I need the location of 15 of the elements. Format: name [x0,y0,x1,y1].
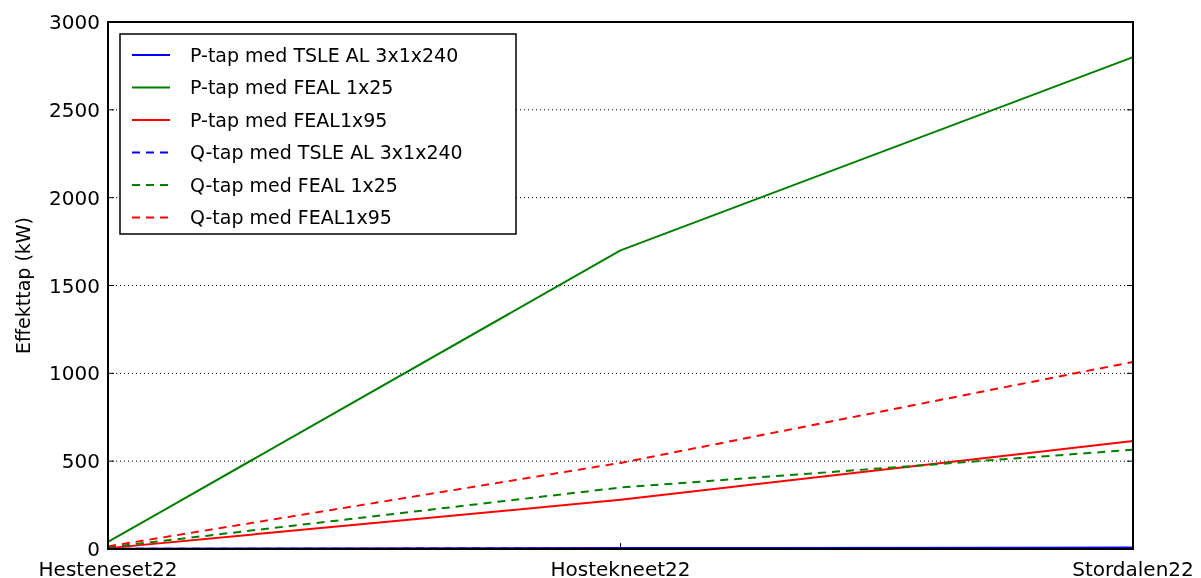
y-axis-title: Effekttap (kW) [12,216,34,355]
legend-label: Q-tap med FEAL 1x25 [190,173,398,196]
y-tick-label: 1000 [49,361,100,386]
y-tick-label: 1500 [49,273,100,298]
legend-label: P-tap med TSLE AL 3x1x240 [190,43,459,66]
legend-label: P-tap med FEAL 1x25 [190,76,394,99]
x-tick-label: Stordalen22 [1072,557,1194,578]
y-tick-label: 2000 [49,185,100,210]
legend-label: P-tap med FEAL1x95 [190,108,388,131]
legend-label: Q-tap med FEAL1x95 [190,206,392,229]
x-tick-label: Hostekneet22 [550,557,691,578]
legend-label: Q-tap med TSLE AL 3x1x240 [190,141,463,164]
y-tick-label: 3000 [49,10,100,34]
y-tick-label: 500 [61,449,100,474]
y-tick-label: 2500 [49,97,100,122]
